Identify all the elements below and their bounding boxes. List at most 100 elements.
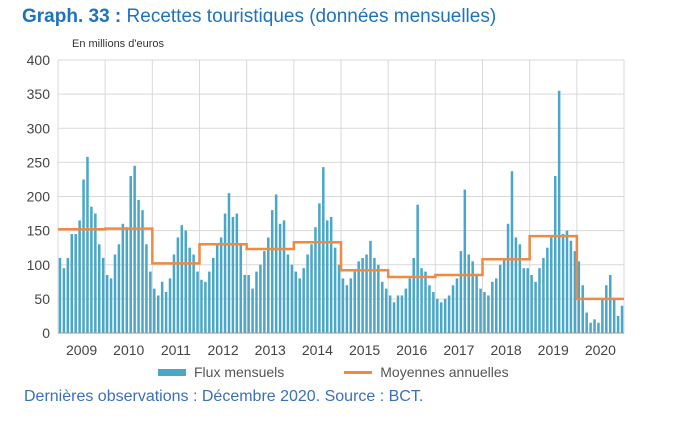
source-note: Dernières observations : Décembre 2020. … <box>24 388 424 405</box>
y-tick-label: 150 <box>27 223 51 239</box>
bar-month <box>302 268 305 333</box>
bar-month <box>538 268 541 333</box>
bar-month <box>561 234 565 333</box>
bar-month <box>416 204 419 333</box>
bar-month <box>483 292 486 333</box>
bar-month <box>608 274 612 333</box>
bar-month <box>546 247 549 333</box>
bar-month <box>455 278 459 333</box>
bar-month <box>408 278 412 333</box>
bar-month <box>510 171 514 333</box>
bar-month <box>160 281 164 333</box>
bar-month <box>318 203 321 333</box>
y-tick-label: 250 <box>27 154 51 170</box>
bar-month <box>290 264 294 333</box>
x-tick-label: 2013 <box>255 342 286 358</box>
bar-month <box>62 268 66 333</box>
bar-month <box>274 194 278 333</box>
bar-month <box>353 271 357 333</box>
bar-month <box>70 234 74 333</box>
bar-month <box>188 247 191 333</box>
bar-month <box>518 244 522 333</box>
bar-month <box>612 298 616 333</box>
bar-month <box>113 254 117 333</box>
x-tick-label: 2019 <box>538 342 569 358</box>
monthly-bars <box>58 90 624 334</box>
bar-month <box>306 254 309 333</box>
bar-month <box>294 271 298 333</box>
bar-month <box>259 264 262 333</box>
bar-month <box>420 268 423 333</box>
y-tick-label: 0 <box>42 325 50 341</box>
legend-label-line: Moyennes annuelles <box>380 364 509 380</box>
chart-title-number: Graph. 33 : <box>22 6 122 27</box>
bar-month <box>263 251 266 333</box>
bar-month <box>396 295 400 333</box>
bar-month <box>412 257 415 333</box>
bar-month <box>381 281 384 333</box>
bar-month <box>463 189 467 333</box>
bar-month <box>616 315 620 333</box>
bar-month <box>601 298 604 333</box>
bar-month <box>270 210 274 333</box>
bar-month <box>322 167 325 333</box>
bar-month <box>82 179 85 333</box>
bar-month <box>369 240 372 333</box>
x-tick-label: 2011 <box>161 342 191 358</box>
bar-month <box>467 254 471 333</box>
bar-month <box>392 302 396 333</box>
bar-month <box>553 176 557 333</box>
bar-month <box>239 244 243 333</box>
bar-month <box>589 322 592 333</box>
bar-month <box>78 220 81 333</box>
bar-month <box>204 281 207 333</box>
x-tick-label: 2016 <box>396 342 427 358</box>
y-axis-ticks: 0 50 100 150 200 250 300 350 400 <box>27 52 51 341</box>
x-tick-label: 2017 <box>443 342 474 358</box>
bar-month <box>125 227 129 333</box>
bar-month <box>192 254 195 333</box>
bar-month <box>215 244 219 333</box>
bar-month <box>522 268 526 333</box>
bar-month <box>506 223 510 333</box>
bar-month <box>475 274 478 333</box>
bar-month <box>314 227 317 333</box>
bar-month <box>129 176 132 333</box>
bar-month <box>74 234 77 333</box>
bar-month <box>451 285 455 333</box>
bar-month <box>514 237 518 333</box>
bar-month <box>573 251 577 333</box>
y-tick-label: 200 <box>27 189 51 205</box>
chart-title-text: Recettes touristiques (données mensuelle… <box>126 6 497 27</box>
bar-month <box>424 271 427 333</box>
bar-month <box>581 285 584 333</box>
bar-month <box>109 278 113 333</box>
bar-month <box>365 254 368 333</box>
legend-swatch-bars <box>158 368 186 376</box>
bar-month <box>471 261 474 333</box>
bar-month <box>278 223 282 333</box>
x-tick-label: 2015 <box>349 342 380 358</box>
bar-month <box>502 257 506 333</box>
bar-month <box>557 90 561 334</box>
bar-month <box>565 230 569 333</box>
bar-month <box>105 274 109 333</box>
bar-month <box>310 244 313 333</box>
x-tick-label: 2020 <box>585 342 616 358</box>
bar-month <box>357 261 360 333</box>
bar-month <box>90 206 93 333</box>
bar-month <box>400 295 404 333</box>
bar-month <box>98 244 101 333</box>
chart-title: Graph. 33 : Recettes touristiques (donné… <box>22 6 496 28</box>
x-axis-ticks: 2009 2010 2011 2012 2013 2014 2015 2016 2017 2018… <box>58 332 624 358</box>
y-tick-label: 350 <box>27 86 51 102</box>
x-tick-label: 2014 <box>302 342 333 358</box>
bar-month <box>172 254 176 333</box>
bar-month <box>577 261 581 333</box>
bar-month <box>459 251 463 333</box>
bar-month <box>137 199 140 333</box>
bar-month <box>526 268 529 333</box>
bar-month <box>243 274 246 333</box>
bar-month <box>550 237 553 333</box>
